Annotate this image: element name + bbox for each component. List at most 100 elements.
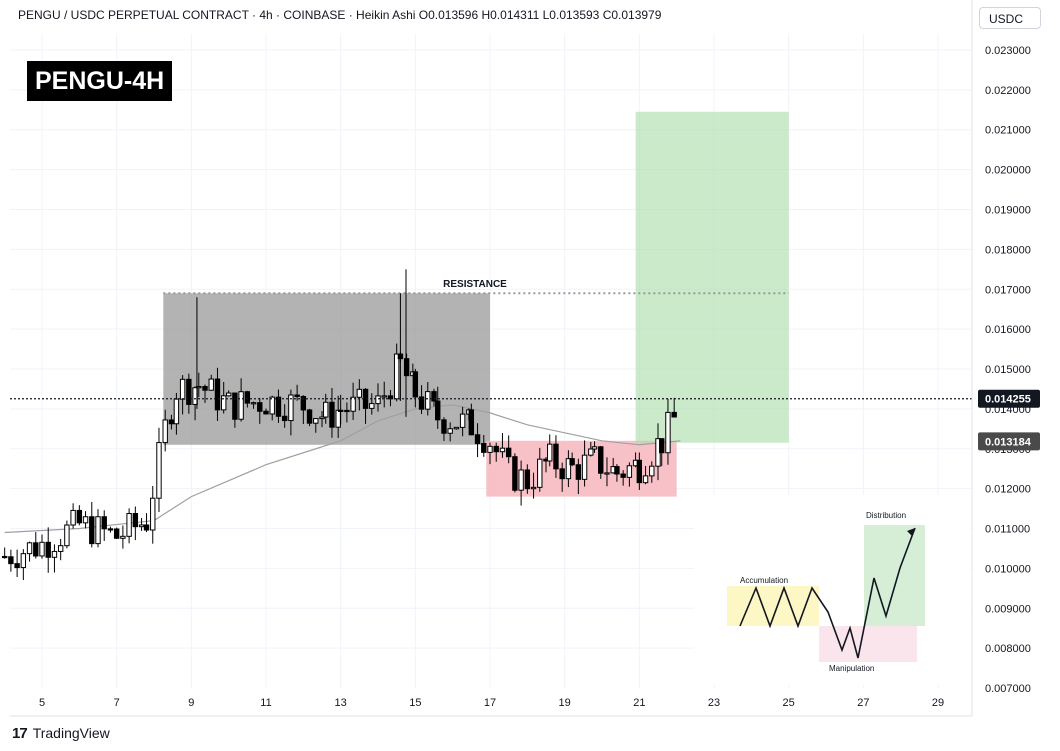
- candle-body: [150, 497, 156, 531]
- tradingview-logo[interactable]: 17 TradingView: [12, 724, 110, 742]
- candle-body: [671, 411, 677, 418]
- y-tick-label: 0.015000: [985, 364, 1031, 376]
- candle-body: [418, 396, 425, 410]
- candle-body: [202, 386, 208, 391]
- zone-range: [163, 293, 491, 445]
- candle-body: [225, 392, 232, 397]
- candle-body: [257, 402, 263, 412]
- candle-body: [313, 418, 319, 424]
- candle-body: [369, 403, 375, 409]
- candle-body: [474, 434, 481, 445]
- candle-body: [51, 550, 58, 558]
- candle-body: [412, 371, 419, 398]
- candle-body: [39, 541, 45, 557]
- candle-body: [499, 447, 506, 453]
- candle-body: [138, 524, 145, 528]
- candle-body: [642, 475, 649, 484]
- candle-body: [82, 516, 89, 524]
- candle-body: [459, 413, 466, 428]
- candle-body: [425, 391, 431, 410]
- candle-body: [126, 513, 132, 537]
- candle-body: [288, 394, 294, 422]
- candle-body: [238, 391, 244, 420]
- inset-distribution-box: [864, 525, 925, 626]
- candle-body: [275, 396, 282, 417]
- x-tick-label: 23: [708, 697, 720, 709]
- inset-accumulation-label: Accumulation: [740, 576, 788, 585]
- candle-body: [447, 428, 453, 434]
- tradingview-brand: TradingView: [32, 725, 110, 741]
- candle-body: [20, 553, 27, 569]
- candle-body: [614, 466, 620, 475]
- inset-manipulation-box: [819, 626, 917, 662]
- x-tick-label: 19: [559, 697, 571, 709]
- y-tick-label: 0.007000: [985, 683, 1031, 695]
- candle-body: [626, 465, 633, 478]
- x-tick-label: 13: [335, 697, 347, 709]
- candle-body: [547, 443, 553, 462]
- x-tick-label: 7: [114, 697, 120, 709]
- candle-body: [107, 528, 114, 531]
- candle-body: [45, 541, 51, 558]
- candle-body: [518, 469, 524, 491]
- candle-body: [250, 402, 257, 405]
- candle-body: [350, 396, 356, 412]
- candle-body: [132, 513, 139, 528]
- candle-body: [431, 391, 437, 402]
- candle-body: [659, 438, 665, 454]
- candle-body: [220, 395, 227, 411]
- candle-body: [537, 458, 543, 488]
- candle-body: [636, 459, 643, 484]
- candle-body: [553, 443, 559, 470]
- candle-body: [319, 416, 325, 420]
- candle-body: [113, 528, 120, 539]
- zone-manipulation: [486, 440, 677, 497]
- y-tick-label: 0.022000: [985, 85, 1031, 97]
- candle-body: [294, 394, 300, 397]
- tradingview-mark-icon: 17: [12, 724, 28, 742]
- candle-body: [263, 410, 269, 415]
- moving-average-line: [4, 404, 681, 534]
- candle-body: [162, 419, 168, 444]
- resistance-label: RESISTANCE: [443, 279, 507, 290]
- x-tick-label: 29: [932, 697, 944, 709]
- candle-body: [232, 392, 238, 420]
- candle-body: [569, 458, 575, 466]
- candle-body: [281, 415, 288, 422]
- candle-body: [530, 486, 537, 490]
- candle-body: [435, 400, 441, 421]
- candle-body: [186, 378, 192, 405]
- x-tick-label: 5: [39, 697, 45, 709]
- second-price-badge: 0.013184: [985, 436, 1032, 448]
- candle-body: [168, 419, 175, 425]
- candle-body: [1, 555, 8, 559]
- inset-arrow-icon: [907, 528, 915, 536]
- candle-body: [591, 446, 598, 450]
- currency-selector[interactable]: USDC: [979, 7, 1041, 29]
- y-tick-label: 0.016000: [985, 324, 1031, 336]
- inset-distribution-label: Distribution: [866, 511, 906, 520]
- candle-body: [598, 446, 604, 474]
- candle-body: [214, 378, 221, 411]
- y-tick-label: 0.019000: [985, 205, 1031, 217]
- candle-body: [453, 426, 460, 430]
- candle-body: [559, 468, 565, 480]
- candle-body: [575, 464, 582, 480]
- candle-body: [269, 396, 275, 415]
- y-tick-label: 0.017000: [985, 284, 1031, 296]
- candle-body: [493, 445, 499, 453]
- candle-body: [581, 454, 588, 480]
- zone-target: [635, 111, 789, 443]
- candle-body: [381, 395, 387, 398]
- y-tick-label: 0.008000: [985, 643, 1031, 655]
- candle-body: [323, 401, 329, 418]
- candle-body: [14, 563, 20, 569]
- inset-price-path: [739, 527, 916, 659]
- y-tick-label: 0.021000: [985, 125, 1031, 137]
- candle-body: [468, 409, 475, 436]
- candle-body: [403, 358, 410, 377]
- candle-body: [487, 445, 493, 453]
- candle-body: [57, 545, 64, 552]
- candle-body: [244, 391, 251, 404]
